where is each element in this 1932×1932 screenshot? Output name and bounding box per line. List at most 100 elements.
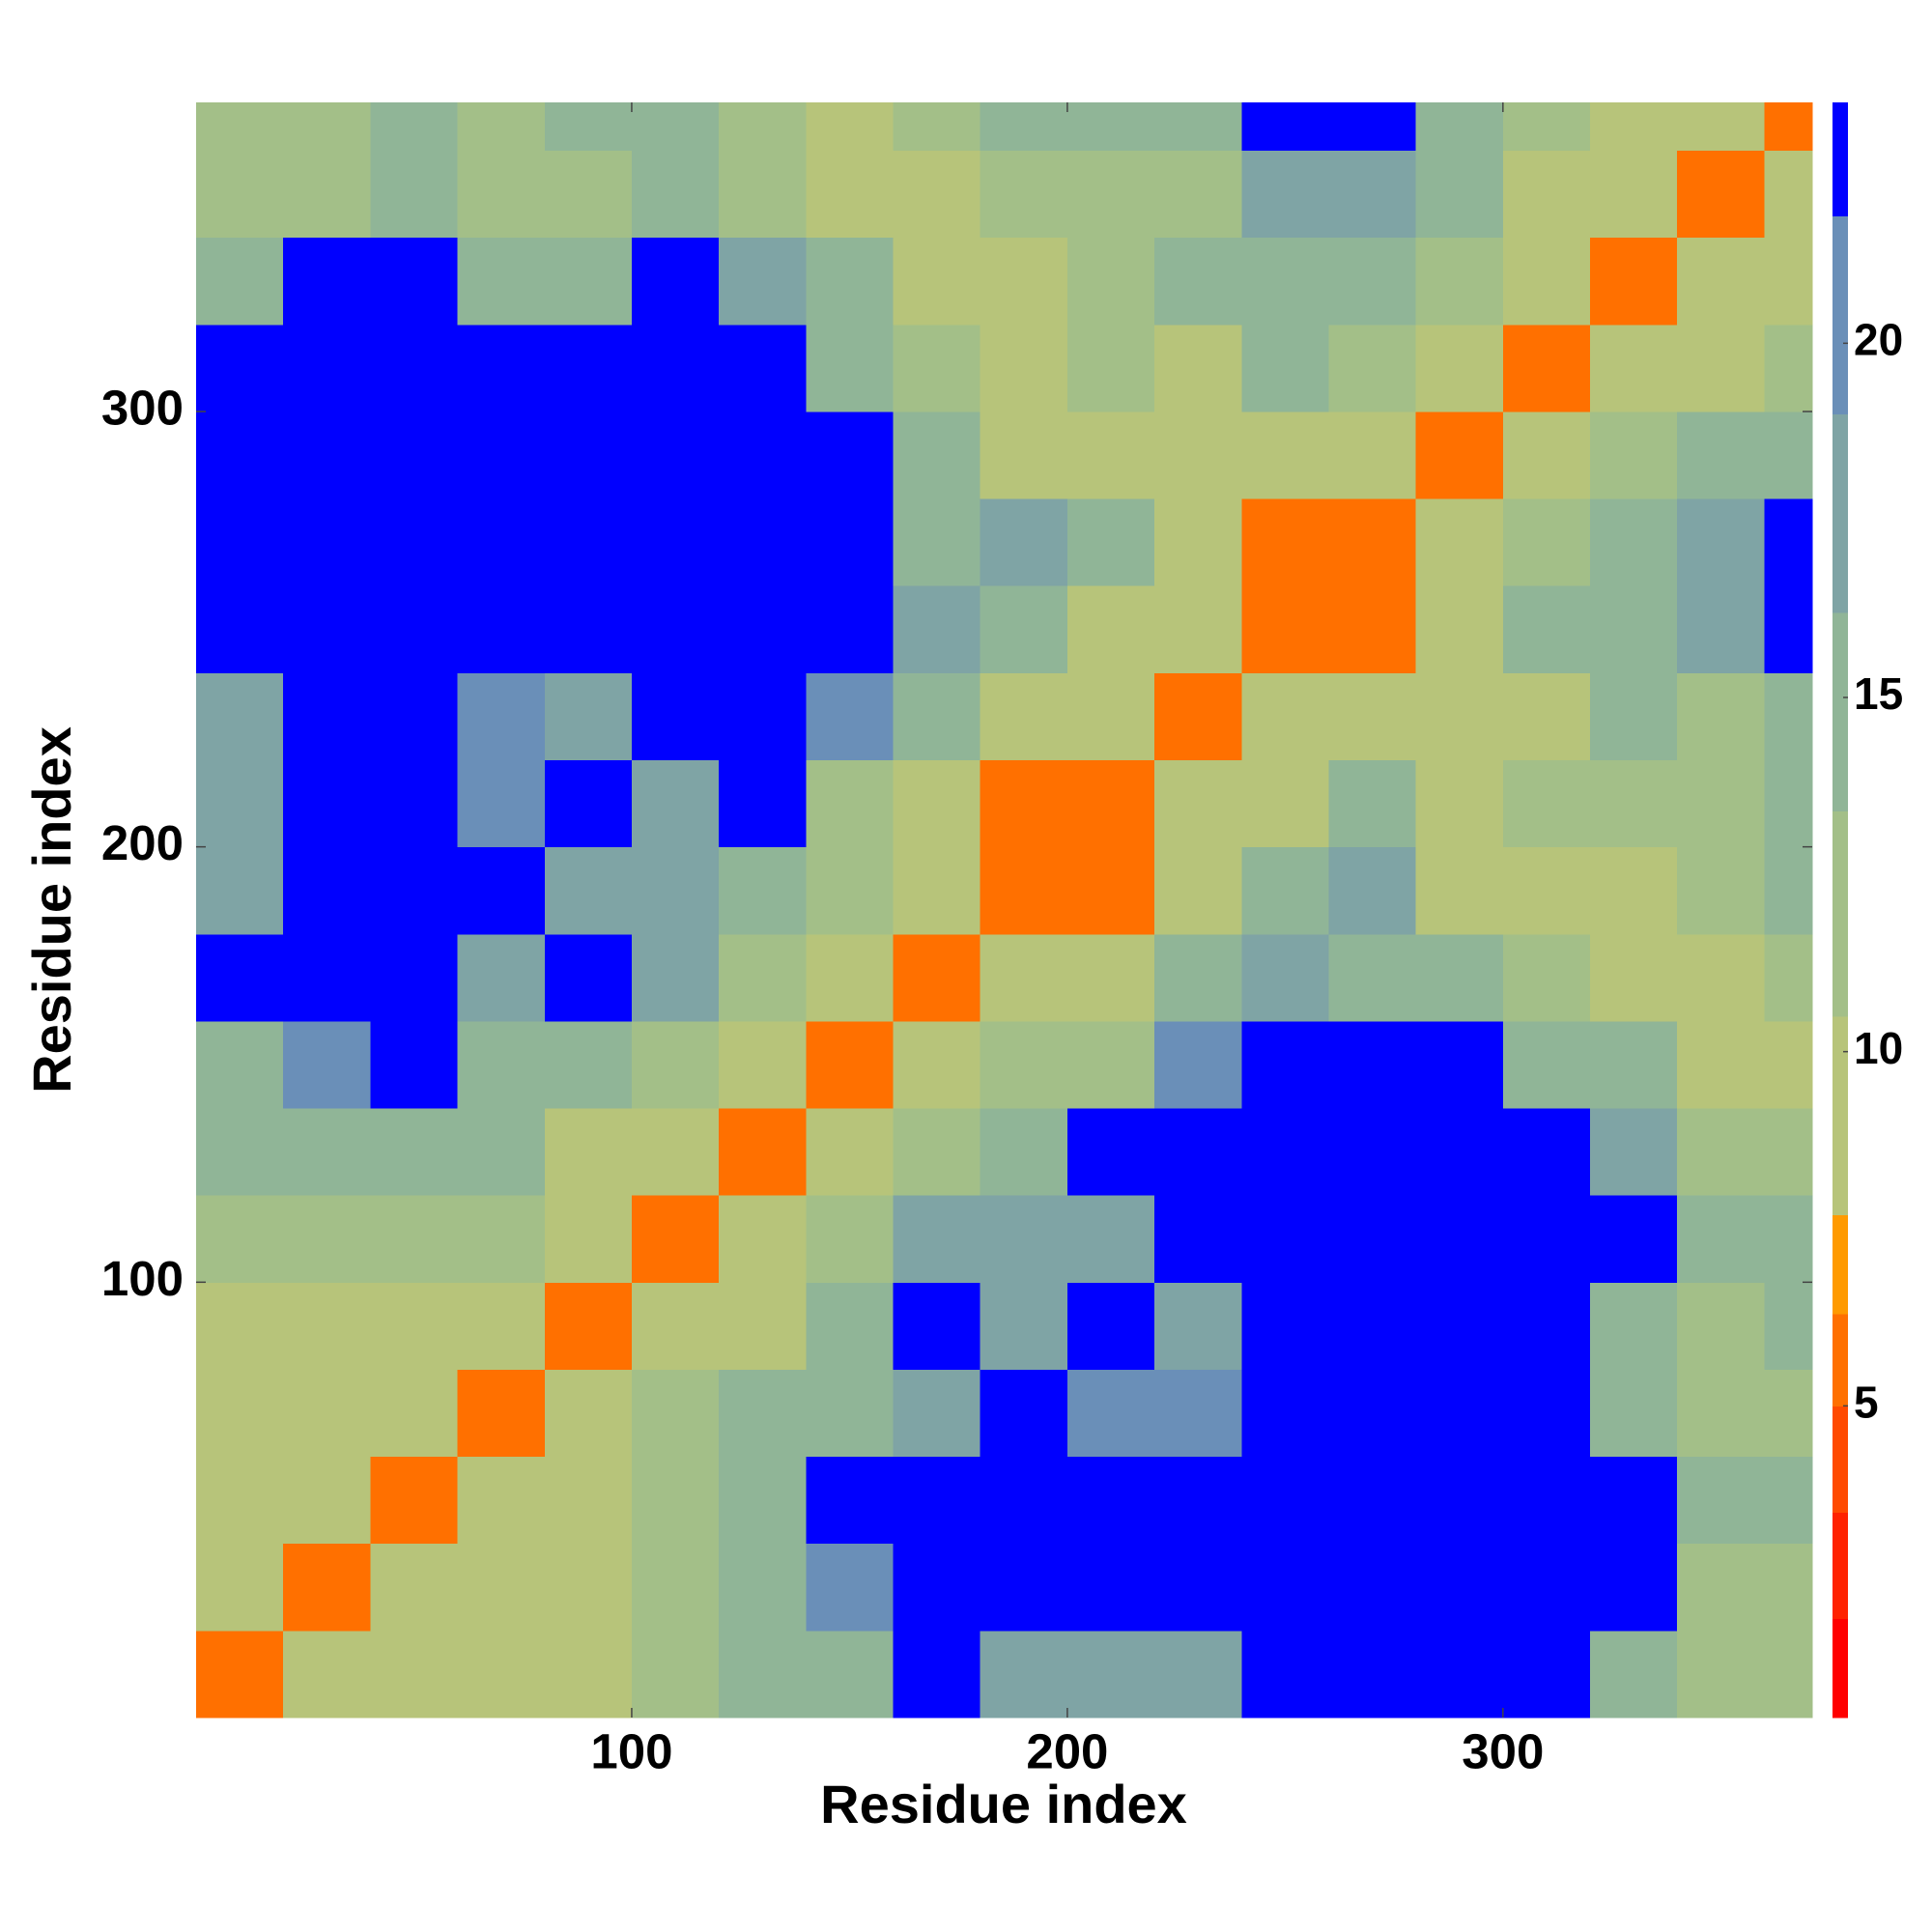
- heatmap-cell: [1590, 498, 1678, 586]
- x-tick-label: 300: [1462, 1723, 1544, 1778]
- heatmap-cell: [980, 672, 1068, 761]
- heatmap-cell: [457, 237, 546, 326]
- heatmap-cell: [631, 1282, 720, 1370]
- heatmap-cell: [893, 324, 981, 412]
- heatmap-cell: [370, 1108, 459, 1196]
- heatmap-cell: [544, 672, 633, 761]
- heatmap-cell: [1502, 759, 1591, 848]
- heatmap-cell: [980, 759, 1068, 848]
- heatmap-cell: [893, 102, 981, 152]
- heatmap-cell: [283, 1020, 371, 1109]
- heatmap-cell: [806, 1369, 895, 1458]
- heatmap-cell: [893, 237, 981, 326]
- heatmap-cell: [806, 237, 895, 326]
- heatmap-cell: [1677, 411, 1765, 499]
- heatmap-cell: [1066, 324, 1155, 412]
- heatmap-cell: [1328, 1108, 1417, 1196]
- heatmap-cell: [196, 237, 284, 326]
- heatmap-cell: [1241, 411, 1329, 499]
- heatmap-cell: [893, 498, 981, 586]
- heatmap-cell: [893, 933, 981, 1022]
- heatmap-cell: [719, 759, 807, 848]
- heatmap-cell: [1154, 672, 1242, 761]
- heatmap-cell: [370, 1282, 459, 1370]
- heatmap-cell: [806, 150, 895, 239]
- heatmap-cell: [1154, 1369, 1242, 1458]
- heatmap-cell: [893, 1020, 981, 1109]
- heatmap-cell: [1066, 1630, 1155, 1719]
- heatmap-cell: [457, 1543, 546, 1632]
- heatmap-cell: [1154, 1456, 1242, 1545]
- heatmap-cell: [457, 1108, 546, 1196]
- heatmap-cell: [1415, 150, 1504, 239]
- heatmap-cell: [1066, 846, 1155, 935]
- heatmap-cell: [1677, 1282, 1765, 1370]
- heatmap-cell: [1415, 102, 1504, 152]
- heatmap-cell: [457, 324, 546, 412]
- heatmap-cell: [1764, 933, 1813, 1022]
- heatmap-cell: [1764, 498, 1813, 586]
- heatmap-cell: [980, 1020, 1068, 1109]
- heatmap-cell: [1677, 1195, 1765, 1283]
- heatmap-cell: [1328, 411, 1417, 499]
- heatmap-cell: [980, 1282, 1068, 1370]
- heatmap-cell: [980, 102, 1068, 152]
- heatmap-cell: [1677, 324, 1765, 412]
- x-tick-label: 200: [1026, 1723, 1108, 1778]
- heatmap-cell: [1677, 1456, 1765, 1545]
- heatmap-cell: [1154, 150, 1242, 239]
- colorbar-band: [1833, 413, 1848, 613]
- heatmap-cell: [1415, 1456, 1504, 1545]
- heatmap-cell: [1066, 1456, 1155, 1545]
- heatmap-cell: [1764, 102, 1813, 152]
- heatmap-cell: [719, 1108, 807, 1196]
- heatmap-cell: [1764, 846, 1813, 935]
- heatmap-cell: [457, 672, 546, 761]
- heatmap-cell: [457, 411, 546, 499]
- heatmap-cell: [1502, 1543, 1591, 1632]
- heatmap-cell: [457, 1020, 546, 1109]
- heatmap-cell: [1677, 672, 1765, 761]
- heatmap-cell: [1502, 1630, 1591, 1719]
- heatmap-cell: [1328, 498, 1417, 586]
- heatmap-cell: [1066, 672, 1155, 761]
- heatmap-cell: [544, 498, 633, 586]
- heatmap-cell: [1154, 759, 1242, 848]
- heatmap-cell: [457, 1195, 546, 1283]
- heatmap-cell: [1066, 585, 1155, 673]
- heatmap-cell: [631, 1020, 720, 1109]
- heatmap-cell: [719, 150, 807, 239]
- x-axis-label: Residue index: [820, 1774, 1187, 1834]
- heatmap-cell: [1502, 1456, 1591, 1545]
- heatmap-cell: [1066, 1369, 1155, 1458]
- heatmap-cell: [1415, 1369, 1504, 1458]
- heatmap-cell: [1677, 585, 1765, 673]
- y-axis-label: Residue index: [21, 726, 82, 1094]
- heatmap-cell: [1154, 1282, 1242, 1370]
- heatmap-cell: [544, 1282, 633, 1370]
- heatmap-cell: [1502, 585, 1591, 673]
- heatmap-cell: [1066, 498, 1155, 586]
- heatmap-cell: [1415, 1195, 1504, 1283]
- heatmap-cell: [631, 933, 720, 1022]
- heatmap-cell: [719, 846, 807, 935]
- heatmap-cell: [719, 1456, 807, 1545]
- heatmap-cell: [1590, 1020, 1678, 1109]
- heatmap-cell: [893, 1108, 981, 1196]
- heatmap-cell: [370, 237, 459, 326]
- heatmap-cell: [806, 933, 895, 1022]
- heatmap-cell: [544, 1630, 633, 1719]
- heatmap-cell: [1415, 759, 1504, 848]
- heatmap-cell: [1066, 150, 1155, 239]
- heatmap-cell: [893, 672, 981, 761]
- heatmap-cell: [1677, 1543, 1765, 1632]
- heatmap-cell: [283, 672, 371, 761]
- heatmap-cell: [1415, 846, 1504, 935]
- heatmap-cell: [1677, 1630, 1765, 1719]
- heatmap-cell: [980, 846, 1068, 935]
- colorbar-band: [1833, 1016, 1848, 1215]
- heatmap-cell: [1415, 1630, 1504, 1719]
- heatmap-cell: [457, 1456, 546, 1545]
